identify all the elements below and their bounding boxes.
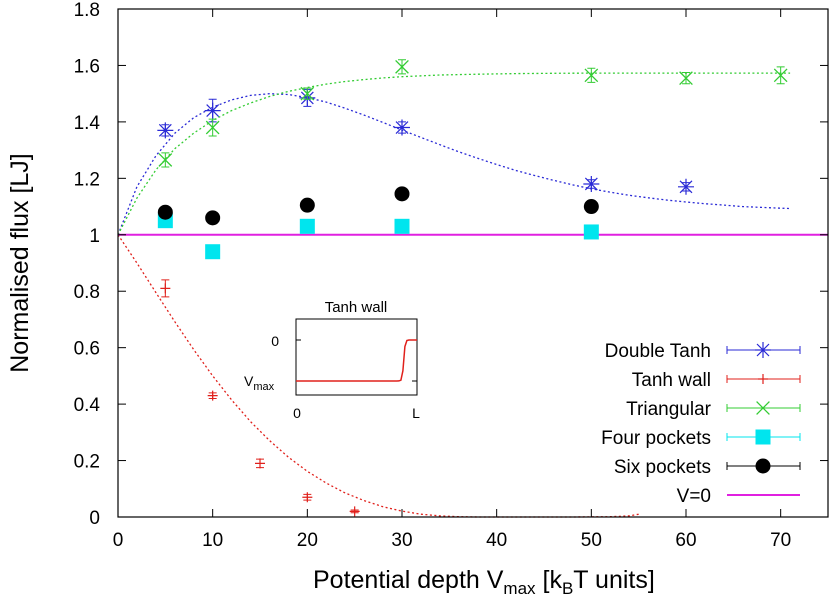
point-triangular (395, 59, 409, 74)
axis-ticks: 0 10 20 30 40 50 60 70 0 0.2 0.4 0.6 0.8 1 1.2 1.4 1.6 1.… (74, 0, 828, 551)
point-tanh-wall (160, 283, 171, 294)
data-markers (157, 59, 788, 517)
inset-curve (296, 339, 417, 382)
inset-x-tick-right: L (412, 405, 420, 421)
point-six-pockets (205, 210, 221, 226)
y-tick-label: 0.6 (74, 339, 100, 360)
point-triangular (584, 68, 599, 83)
point-double-tanh (394, 119, 410, 136)
point-tanh-wall (349, 506, 360, 517)
point-double-tanh (583, 175, 600, 192)
x-axis-title-sub2: B (562, 579, 573, 598)
y-tick-label: 0.2 (74, 452, 100, 473)
x-tick-label: 30 (391, 530, 412, 551)
inset-y-tick-bottom-main: V (244, 373, 254, 389)
point-triangular (205, 120, 220, 135)
x-axis-title: Potential depth Vmax [kBT units] (313, 566, 655, 598)
y-tick-label: 0 (89, 508, 100, 529)
point-double-tanh (678, 178, 694, 195)
fit-curve-triangular (117, 72, 791, 236)
legend: Double Tanh Tanh wall Triangular Four pocke… (601, 341, 801, 507)
y-tick-label: 1.4 (74, 113, 101, 134)
inset-y-tick-bottom-sub: max (253, 381, 274, 393)
point-six-pockets (583, 199, 599, 215)
x-tick-label: 10 (202, 530, 223, 551)
inset-y-tick-top: 0 (271, 333, 279, 349)
x-tick-label: 20 (297, 530, 318, 551)
x-axis-title-main: Potential depth V (313, 566, 504, 594)
legend-marker (755, 342, 771, 358)
y-tick-label: 1.8 (74, 0, 100, 21)
point-tanh-wall (255, 458, 265, 469)
point-double-tanh (204, 102, 221, 119)
point-six-pockets (394, 186, 410, 202)
legend-marker (755, 458, 771, 474)
point-triangular (773, 68, 788, 83)
legend-label: V=0 (677, 486, 711, 507)
fit-curves (117, 72, 791, 518)
legend-label: Four pockets (601, 428, 711, 449)
point-tanh-wall (207, 390, 218, 401)
x-axis-title-end: T units] (573, 566, 655, 594)
point-four-pockets (205, 244, 221, 260)
legend-marker (758, 374, 768, 384)
x-tick-label: 0 (113, 530, 124, 551)
legend-label: Six pockets (614, 457, 711, 478)
y-tick-label: 1.2 (74, 169, 100, 190)
inset-y-tick-bottom: Vmax (244, 373, 275, 393)
point-four-pockets (299, 218, 315, 234)
x-axis-title-sub: max (503, 579, 536, 598)
plot-frame (117, 8, 829, 518)
legend-label: Triangular (626, 399, 712, 420)
y-axis-title: Normalised flux [LJ] (6, 153, 34, 373)
y-tick-label: 1 (89, 226, 100, 247)
inset-x-tick-left: 0 (293, 405, 301, 421)
point-triangular (300, 86, 315, 101)
fit-curve-tanh-wall (117, 234, 639, 518)
point-six-pockets (299, 197, 315, 213)
point-tanh-wall (302, 492, 313, 503)
inset-ticks (296, 339, 417, 382)
point-four-pockets (394, 218, 410, 234)
point-triangular (679, 71, 693, 86)
x-tick-label: 60 (675, 530, 696, 551)
y-tick-label: 0.4 (74, 395, 101, 416)
inset-frame (295, 318, 418, 396)
legend-marker (756, 401, 770, 415)
point-four-pockets (583, 224, 599, 240)
legend-label: Tanh wall (632, 370, 711, 391)
point-double-tanh (157, 122, 174, 139)
legend-label: Double Tanh (605, 341, 711, 362)
point-triangular (158, 153, 173, 167)
y-tick-label: 1.6 (74, 56, 100, 77)
point-six-pockets (157, 204, 173, 220)
x-tick-label: 40 (486, 530, 507, 551)
x-axis-title-mid: [k (536, 566, 563, 594)
x-tick-label: 50 (581, 530, 602, 551)
legend-marker (755, 429, 771, 445)
x-tick-label: 70 (770, 530, 791, 551)
inset-title: Tanh wall (325, 299, 388, 316)
y-tick-label: 0.8 (74, 282, 100, 303)
inset-chart: Tanh wall 0 Vmax 0 L (244, 299, 420, 421)
